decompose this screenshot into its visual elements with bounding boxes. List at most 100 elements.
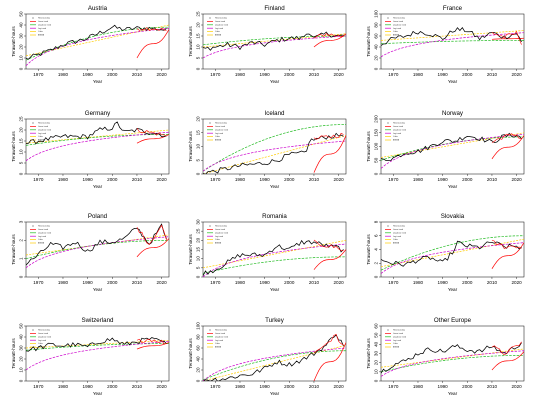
- y-tick-label: 50: [19, 323, 24, 329]
- trend-log-line: [26, 27, 169, 66]
- x-tick-label: 1980: [235, 280, 246, 285]
- fitted-red-line: [136, 27, 167, 31]
- x-tick-label: 2010: [309, 72, 320, 77]
- legend-label: Linear trend: [393, 332, 403, 335]
- y-axis-label: Terawatt-hours: [188, 338, 193, 369]
- plot-frame: [25, 325, 170, 382]
- x-tick-label: 1980: [58, 280, 69, 285]
- x-tick-label: 2010: [487, 72, 498, 77]
- legend-label: Linear trend: [393, 125, 403, 128]
- y-tick-label: 8: [374, 220, 379, 223]
- y-tick-label: 30: [374, 351, 379, 357]
- panel-title: France: [443, 5, 463, 12]
- y-tick-label: 0: [374, 379, 379, 382]
- y-tick-label: 5: [196, 159, 201, 162]
- legend-label: Historical data: [393, 329, 406, 332]
- panel-romania: Romania 0 5 10 15 20 25 30 1970 1980 1990 2000 2010 2…: [188, 213, 347, 292]
- legend-label: Linear trend: [38, 20, 48, 23]
- legend-marker: [32, 122, 34, 124]
- y-tick-label: 100: [374, 142, 379, 150]
- plot-area: [203, 239, 346, 277]
- panel-title: Turkey: [265, 317, 285, 324]
- trend-linear-line: [381, 348, 524, 368]
- y-tick-label: 30: [19, 33, 24, 39]
- legend-label: Linear trend: [215, 125, 225, 128]
- trend-log-line: [203, 140, 346, 172]
- y-tick-label: 5: [19, 161, 24, 164]
- y-axis-label: Terawatt-hours: [366, 338, 371, 369]
- trend-log-line: [203, 35, 346, 59]
- trend-cubic-line: [313, 33, 346, 48]
- x-tick-label: 1980: [235, 177, 246, 182]
- y-tick-label: 40: [374, 44, 379, 50]
- historical-line: [203, 239, 344, 276]
- trend-quadratic-line: [26, 134, 169, 146]
- trend-linear-line: [203, 239, 346, 269]
- panel-iceland: Iceland 0 5 10 15 20 1970 1980 1990 2000 2010 2020 Y…: [188, 110, 347, 189]
- x-tick-label: 1970: [33, 384, 44, 389]
- x-tick-label: 1970: [210, 72, 221, 77]
- legend-label: Linear trend: [38, 125, 48, 128]
- trend-quadratic-line: [26, 343, 169, 351]
- panel-title: Germany: [85, 110, 111, 117]
- y-tick-label: 40: [374, 341, 379, 347]
- x-tick-label: 1990: [260, 280, 271, 285]
- x-tick-label: 1990: [260, 177, 271, 182]
- y-axis-label: Terawatt-hours: [11, 131, 16, 162]
- panel-title: Other Europe: [434, 317, 472, 324]
- y-tick-label: 5: [196, 266, 201, 269]
- x-tick-label: 1990: [83, 280, 94, 285]
- historical-line: [203, 334, 344, 381]
- y-tick-label: 60: [374, 33, 379, 39]
- fitted-red-line: [313, 132, 344, 140]
- y-tick-label: 50: [374, 332, 379, 338]
- x-tick-label: 2020: [333, 384, 344, 389]
- legend-label: Cubic: [393, 343, 398, 345]
- plot-area: [26, 24, 169, 66]
- plot-area: [381, 132, 524, 169]
- y-tick-label: 0: [19, 67, 24, 70]
- trend-quadratic-line: [203, 256, 346, 274]
- legend-label: ARIMA: [38, 34, 45, 37]
- x-tick-label: 2000: [107, 280, 118, 285]
- y-tick-label: 100: [196, 322, 201, 330]
- y-tick-label: 0: [374, 67, 379, 70]
- historical-line: [381, 240, 522, 267]
- historical-line: [26, 223, 167, 266]
- plot-frame: [25, 221, 170, 278]
- x-tick-label: 2000: [284, 177, 295, 182]
- x-tick-label: 2000: [107, 384, 118, 389]
- legend-label: Cubic: [38, 239, 43, 241]
- y-tick-label: 10: [196, 44, 201, 50]
- legend-label: Linear trend: [38, 228, 48, 231]
- trend-cubic-line: [491, 351, 524, 371]
- legend-label: Linear trend: [38, 332, 48, 335]
- plot-frame: [25, 118, 170, 175]
- y-tick-label: 10: [374, 369, 379, 375]
- legend-label: ARIMA: [215, 242, 222, 245]
- x-tick-label: 1970: [388, 384, 399, 389]
- legend-label: ARIMA: [215, 34, 222, 37]
- x-axis-label: Year: [270, 287, 280, 292]
- trend-log-line: [26, 131, 169, 162]
- x-tick-label: 2020: [511, 280, 522, 285]
- x-tick-label: 1980: [413, 280, 424, 285]
- plot-area: [381, 235, 524, 274]
- panel-austria: Austria 0 10 20 30 40 50 1970 1980 1990 2000 2010 20…: [11, 5, 170, 84]
- legend-label: Cubic: [215, 239, 220, 241]
- trend-quadratic-line: [26, 239, 169, 260]
- trend-quadratic-line: [381, 136, 524, 161]
- y-tick-label: 200: [374, 115, 379, 123]
- x-tick-label: 1970: [33, 72, 44, 77]
- trend-cubic-line: [136, 238, 169, 258]
- y-tick-label: 20: [196, 116, 201, 122]
- plot-frame: [202, 325, 347, 382]
- trend-cubic-line: [136, 342, 169, 350]
- y-axis-label: Terawatt-hours: [11, 26, 16, 57]
- fitted-red-line: [313, 333, 344, 354]
- legend-label: Log trend: [215, 235, 223, 238]
